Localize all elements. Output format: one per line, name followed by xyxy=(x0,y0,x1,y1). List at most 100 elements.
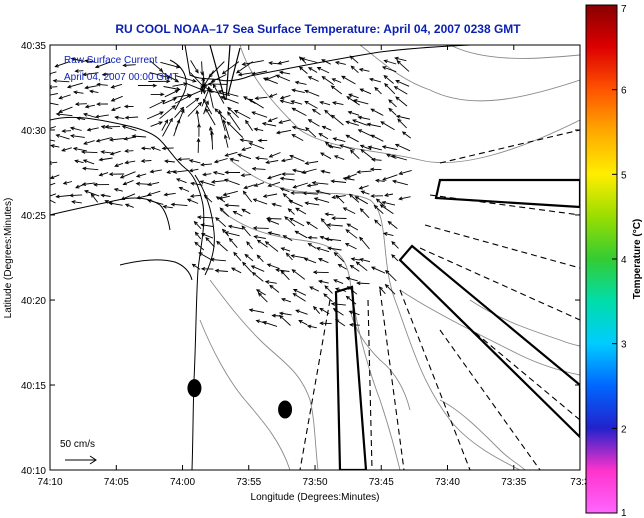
contour-4 xyxy=(229,159,521,470)
current-vector xyxy=(280,270,290,281)
map-layer xyxy=(50,45,580,470)
current-vector xyxy=(244,253,254,262)
current-vector xyxy=(175,178,187,184)
current-vector xyxy=(202,172,212,177)
current-vector xyxy=(388,107,397,116)
current-vector xyxy=(159,105,176,120)
current-vector xyxy=(58,94,71,100)
x-tick-label: 73:3 xyxy=(570,477,590,488)
current-vector xyxy=(300,57,318,63)
current-vector xyxy=(295,207,307,215)
current-vector xyxy=(251,111,268,118)
current-vector xyxy=(331,216,347,221)
current-vector xyxy=(388,99,397,108)
current-vector xyxy=(290,190,304,195)
current-vector xyxy=(303,257,317,264)
current-vector xyxy=(251,271,264,282)
current-vector xyxy=(50,139,56,142)
current-vector xyxy=(304,161,319,166)
current-vector xyxy=(75,116,86,121)
current-vector xyxy=(229,157,240,162)
current-vector xyxy=(383,75,394,84)
current-vector xyxy=(218,109,226,132)
current-vector xyxy=(252,226,269,230)
current-vector xyxy=(124,203,134,208)
current-vector xyxy=(278,119,291,124)
current-vector xyxy=(61,147,72,152)
current-vector xyxy=(190,60,199,74)
current-vector xyxy=(173,118,181,137)
current-vector xyxy=(242,261,253,273)
current-vector xyxy=(210,130,214,150)
current-vector xyxy=(219,207,230,217)
current-vector xyxy=(220,95,239,104)
current-vector xyxy=(55,194,70,199)
current-vector xyxy=(398,196,411,201)
current-vector xyxy=(306,221,318,230)
current-vector xyxy=(279,187,290,193)
current-vector xyxy=(227,111,241,131)
current-vector xyxy=(96,82,108,87)
current-vector xyxy=(201,76,206,95)
current-vector xyxy=(119,171,136,179)
current-vector xyxy=(100,193,111,198)
current-vector xyxy=(349,149,360,160)
scale-label: 50 cm/s xyxy=(60,439,95,450)
current-vector xyxy=(306,183,319,188)
current-vector xyxy=(370,194,384,198)
current-vector xyxy=(291,107,307,116)
current-vector xyxy=(188,168,199,173)
current-vector xyxy=(209,257,226,262)
current-vector xyxy=(279,314,291,326)
colorbar-tick-label: 4 xyxy=(621,255,627,266)
current-vector xyxy=(349,55,359,64)
current-vector xyxy=(342,207,356,215)
current-vector xyxy=(268,93,278,98)
current-vector xyxy=(367,145,382,151)
current-vector xyxy=(278,311,292,316)
current-vector xyxy=(369,167,382,172)
x-axis-label: Longitude (Degrees:Minutes) xyxy=(251,492,380,503)
current-vector xyxy=(255,289,266,296)
current-vector xyxy=(350,65,359,74)
current-vector xyxy=(275,129,292,135)
current-vector xyxy=(252,198,268,205)
current-vector xyxy=(150,121,163,127)
current-vector xyxy=(275,268,290,272)
current-vector xyxy=(268,152,281,158)
scale-arrow xyxy=(65,455,97,465)
contour-2 xyxy=(359,45,580,102)
current-vector xyxy=(391,254,399,262)
current-vector xyxy=(233,251,242,261)
current-vector xyxy=(333,279,344,285)
current-vector xyxy=(135,173,147,178)
current-vector xyxy=(253,127,264,132)
current-vector xyxy=(200,162,213,167)
current-vector xyxy=(267,117,278,123)
current-vector xyxy=(140,159,152,163)
current-vector xyxy=(290,100,303,105)
y-axis: 40:10 40:15 40:20 40:25 40:30 40:35 xyxy=(21,41,580,477)
current-vector xyxy=(330,179,347,184)
current-vector xyxy=(197,123,201,137)
current-vector xyxy=(374,178,385,183)
current-vector xyxy=(80,150,98,154)
lane-east xyxy=(434,178,580,209)
current-vector xyxy=(120,193,136,200)
current-vector xyxy=(55,134,70,140)
current-vector xyxy=(114,162,124,167)
y-tick-label: 40:15 xyxy=(21,381,46,392)
x-axis: 74:10 74:05 74:00 73:55 73:50 73:45 73:40 73:35… xyxy=(37,45,590,488)
current-vector xyxy=(360,148,374,160)
mooring-markers xyxy=(187,379,293,419)
current-vector xyxy=(94,114,109,119)
current-vector xyxy=(98,157,113,162)
mooring-1-marker xyxy=(187,379,202,398)
x-tick-label: 74:10 xyxy=(37,477,62,488)
current-vector xyxy=(161,146,174,151)
current-vector xyxy=(309,286,319,292)
coast-long-island xyxy=(184,45,471,82)
current-vector xyxy=(203,194,213,203)
current-vector xyxy=(172,169,189,174)
